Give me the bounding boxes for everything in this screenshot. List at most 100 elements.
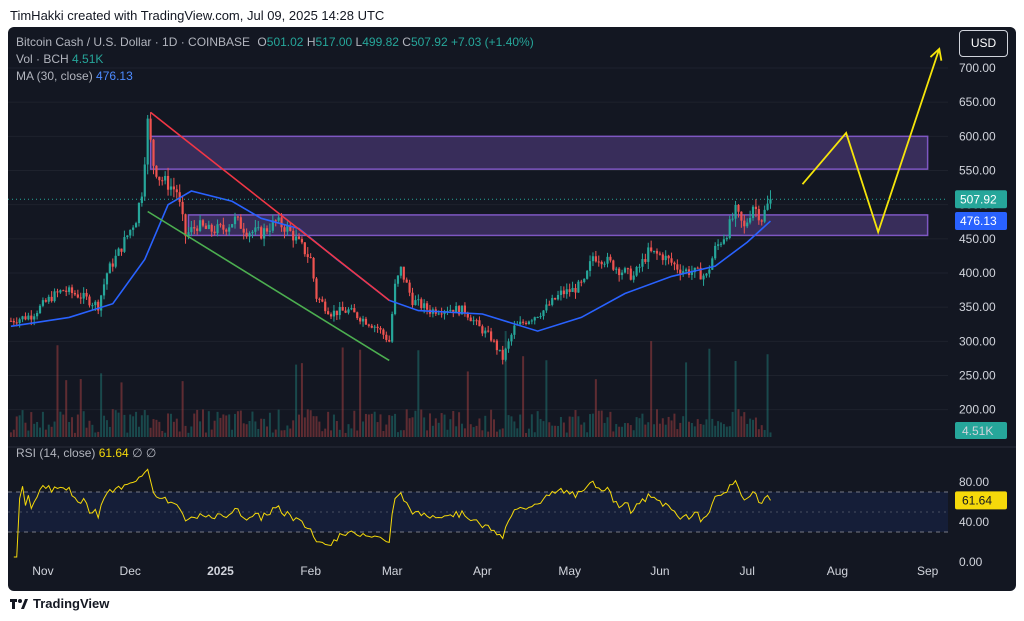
- resistance-zone[interactable]: [149, 135, 929, 170]
- candle-body[interactable]: [155, 165, 158, 177]
- candle-body[interactable]: [248, 233, 251, 237]
- candle-body[interactable]: [679, 269, 682, 275]
- candle-body[interactable]: [609, 256, 612, 261]
- candle-body[interactable]: [260, 227, 263, 239]
- candle-body[interactable]: [50, 296, 53, 302]
- candle-body[interactable]: [85, 292, 88, 297]
- candle-body[interactable]: [268, 230, 272, 232]
- candle-body[interactable]: [318, 298, 321, 300]
- candle-body[interactable]: [647, 247, 650, 262]
- candle-body[interactable]: [382, 329, 385, 335]
- candle-body[interactable]: [417, 299, 420, 301]
- candle-body[interactable]: [36, 313, 39, 317]
- candle-body[interactable]: [41, 300, 45, 306]
- candle-body[interactable]: [684, 269, 688, 272]
- candle-body[interactable]: [111, 263, 114, 267]
- candle-body[interactable]: [743, 220, 746, 227]
- candle-body[interactable]: [478, 320, 481, 327]
- candle-body[interactable]: [140, 196, 143, 203]
- candle-body[interactable]: [556, 294, 560, 300]
- chart-panel[interactable]: 200.00250.00300.00350.00400.00450.00500.…: [8, 27, 1016, 591]
- candle-body[interactable]: [76, 294, 79, 298]
- candle-body[interactable]: [524, 322, 528, 325]
- candle-body[interactable]: [565, 289, 568, 295]
- candle-body[interactable]: [562, 290, 565, 295]
- candle-body[interactable]: [495, 340, 499, 351]
- candle-body[interactable]: [463, 305, 467, 314]
- candle-body[interactable]: [364, 318, 368, 325]
- candle-body[interactable]: [21, 316, 24, 320]
- candle-body[interactable]: [597, 261, 600, 263]
- candle-body[interactable]: [638, 266, 641, 268]
- rsi-visibility-icons[interactable]: ∅ ∅: [132, 446, 157, 460]
- candle-body[interactable]: [347, 309, 350, 313]
- candle-body[interactable]: [571, 287, 574, 292]
- candle-body[interactable]: [27, 315, 30, 320]
- candle-body[interactable]: [728, 219, 731, 238]
- candle-body[interactable]: [44, 300, 47, 302]
- candle-body[interactable]: [626, 268, 629, 270]
- candle-body[interactable]: [228, 227, 231, 232]
- candle-body[interactable]: [233, 216, 237, 225]
- candle-body[interactable]: [452, 309, 455, 313]
- candle-body[interactable]: [612, 260, 615, 270]
- candle-body[interactable]: [536, 317, 539, 319]
- candle-body[interactable]: [399, 266, 402, 276]
- candle-body[interactable]: [618, 268, 621, 276]
- candle-body[interactable]: [632, 275, 635, 280]
- candle-body[interactable]: [297, 236, 301, 239]
- candle-body[interactable]: [289, 225, 292, 231]
- candle-body[interactable]: [33, 316, 36, 320]
- candle-body[interactable]: [475, 320, 478, 322]
- candle-body[interactable]: [24, 316, 27, 320]
- candle-body[interactable]: [714, 245, 717, 259]
- projection-path[interactable]: [801, 48, 941, 235]
- candle-body[interactable]: [94, 301, 97, 306]
- candle-body[interactable]: [172, 186, 175, 190]
- candle-body[interactable]: [583, 278, 586, 282]
- candle-body[interactable]: [469, 317, 472, 322]
- candle-body[interactable]: [306, 254, 309, 258]
- candle-body[interactable]: [664, 255, 667, 261]
- candle-body[interactable]: [722, 239, 726, 244]
- candle-body[interactable]: [9, 320, 13, 322]
- candle-body[interactable]: [542, 310, 545, 317]
- candle-body[interactable]: [201, 220, 205, 226]
- candle-body[interactable]: [187, 232, 190, 237]
- candle-body[interactable]: [62, 290, 65, 292]
- candle-body[interactable]: [501, 349, 504, 360]
- support-zone[interactable]: [187, 214, 929, 237]
- candle-body[interactable]: [164, 175, 167, 181]
- candle-body[interactable]: [303, 242, 306, 255]
- candle-body[interactable]: [402, 266, 405, 280]
- candle-body[interactable]: [670, 258, 673, 263]
- candle-body[interactable]: [315, 278, 318, 299]
- candle-body[interactable]: [286, 225, 289, 232]
- candle-body[interactable]: [414, 300, 417, 306]
- candle-body[interactable]: [519, 321, 522, 325]
- candle-body[interactable]: [59, 290, 62, 293]
- candle-body[interactable]: [757, 209, 760, 221]
- candle-body[interactable]: [504, 348, 507, 360]
- candle-body[interactable]: [295, 236, 298, 241]
- candle-body[interactable]: [292, 230, 295, 241]
- candle-body[interactable]: [230, 224, 234, 228]
- candle-body[interactable]: [158, 176, 161, 181]
- candle-body[interactable]: [265, 228, 269, 232]
- candle-body[interactable]: [373, 326, 376, 328]
- candle-body[interactable]: [12, 320, 15, 323]
- candle-body[interactable]: [309, 257, 312, 259]
- candle-body[interactable]: [280, 217, 283, 228]
- candle-body[interactable]: [492, 340, 496, 342]
- candle-body[interactable]: [586, 270, 589, 279]
- candle-body[interactable]: [507, 341, 510, 349]
- candle-body[interactable]: [132, 227, 135, 230]
- candle-body[interactable]: [47, 296, 50, 302]
- candle-body[interactable]: [635, 267, 638, 276]
- candle-body[interactable]: [580, 281, 583, 283]
- candle-body[interactable]: [763, 209, 766, 222]
- candle-body[interactable]: [73, 292, 77, 295]
- candle-body[interactable]: [239, 217, 242, 229]
- candle-body[interactable]: [338, 306, 341, 316]
- candle-body[interactable]: [236, 216, 240, 218]
